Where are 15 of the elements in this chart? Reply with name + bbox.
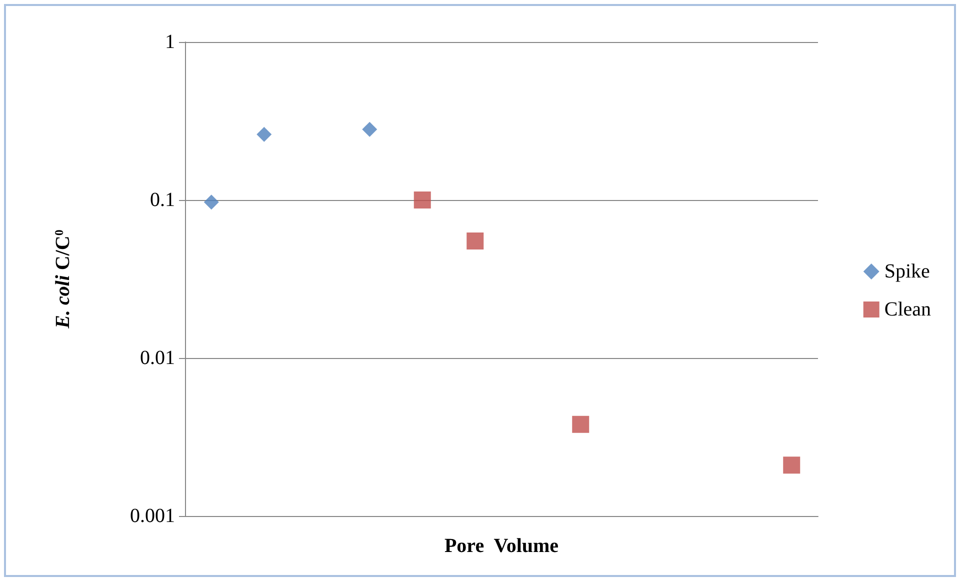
y-tick-label: 0.001 (130, 505, 175, 527)
point (466, 232, 484, 250)
point (204, 194, 219, 210)
y-tick-label: 1 (165, 31, 175, 53)
y-axis-title: E. coli C/C0 (52, 230, 74, 330)
point (256, 126, 272, 142)
point (783, 456, 800, 474)
point (414, 192, 431, 208)
legend-label: Clean (884, 298, 932, 320)
y-tick-label: 0.01 (140, 347, 175, 369)
x-axis-title: Pore Volume (444, 535, 559, 557)
point (362, 122, 378, 137)
y-tick-label: 0.1 (150, 189, 175, 211)
point (572, 416, 590, 433)
legend-label: Spike (884, 260, 930, 282)
